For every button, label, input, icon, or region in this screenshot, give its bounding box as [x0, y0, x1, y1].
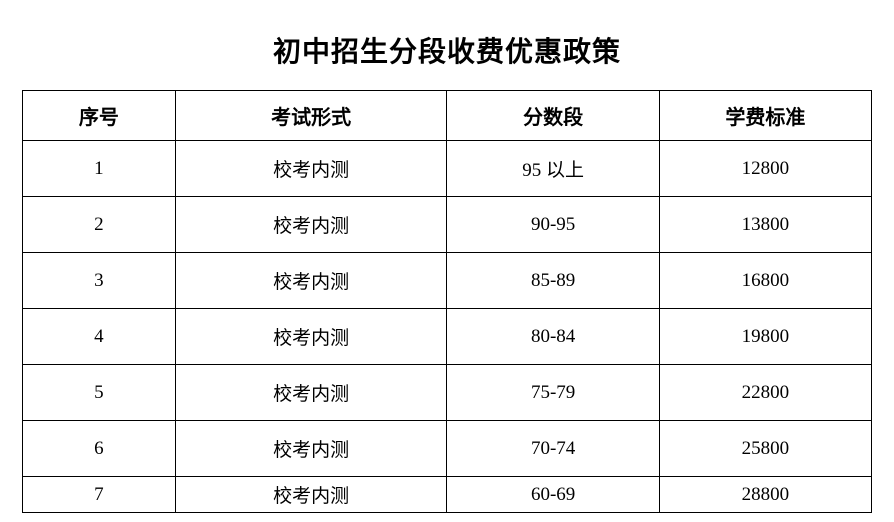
cell-score: 85-89	[447, 253, 659, 309]
table-row: 3 校考内测 85-89 16800	[23, 253, 872, 309]
cell-type: 校考内测	[175, 365, 447, 421]
cell-fee: 13800	[659, 197, 871, 253]
cell-seq: 1	[23, 141, 176, 197]
page-title: 初中招生分段收费优惠政策	[22, 30, 872, 70]
cell-score: 60-69	[447, 477, 659, 513]
cell-type: 校考内测	[175, 197, 447, 253]
cell-fee: 12800	[659, 141, 871, 197]
cell-fee: 16800	[659, 253, 871, 309]
column-header-seq: 序号	[23, 91, 176, 141]
cell-fee: 28800	[659, 477, 871, 513]
column-header-score: 分数段	[447, 91, 659, 141]
cell-type: 校考内测	[175, 309, 447, 365]
cell-seq: 6	[23, 421, 176, 477]
cell-score: 80-84	[447, 309, 659, 365]
table-row: 1 校考内测 95 以上 12800	[23, 141, 872, 197]
table-row: 7 校考内测 60-69 28800	[23, 477, 872, 513]
table-row: 6 校考内测 70-74 25800	[23, 421, 872, 477]
cell-fee: 25800	[659, 421, 871, 477]
cell-fee: 19800	[659, 309, 871, 365]
cell-score: 90-95	[447, 197, 659, 253]
cell-seq: 7	[23, 477, 176, 513]
table-row: 2 校考内测 90-95 13800	[23, 197, 872, 253]
cell-type: 校考内测	[175, 477, 447, 513]
table-body: 1 校考内测 95 以上 12800 2 校考内测 90-95 13800 3 …	[23, 141, 872, 513]
cell-seq: 3	[23, 253, 176, 309]
fee-policy-table: 序号 考试形式 分数段 学费标准 1 校考内测 95 以上 12800 2 校考…	[22, 90, 872, 513]
table-header-row: 序号 考试形式 分数段 学费标准	[23, 91, 872, 141]
cell-score: 95 以上	[447, 141, 659, 197]
cell-fee: 22800	[659, 365, 871, 421]
table-row: 5 校考内测 75-79 22800	[23, 365, 872, 421]
table-row: 4 校考内测 80-84 19800	[23, 309, 872, 365]
column-header-fee: 学费标准	[659, 91, 871, 141]
column-header-type: 考试形式	[175, 91, 447, 141]
cell-score: 70-74	[447, 421, 659, 477]
cell-type: 校考内测	[175, 141, 447, 197]
cell-seq: 4	[23, 309, 176, 365]
cell-seq: 2	[23, 197, 176, 253]
cell-type: 校考内测	[175, 253, 447, 309]
cell-type: 校考内测	[175, 421, 447, 477]
cell-score: 75-79	[447, 365, 659, 421]
cell-seq: 5	[23, 365, 176, 421]
